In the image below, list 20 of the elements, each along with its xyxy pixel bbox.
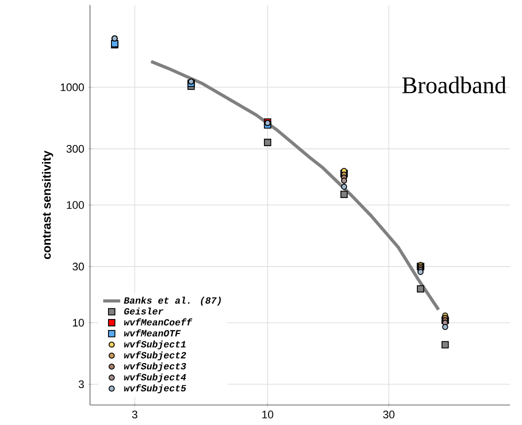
legend-label: Geisler (124, 308, 164, 315)
y-tick-label: 300 (66, 144, 84, 153)
y-tick-label: 1000 (60, 83, 84, 92)
x-tick-label: 30 (383, 410, 394, 418)
legend-label: wvfMeanCoeff (124, 318, 192, 326)
legend-label: Banks et al. (87) (124, 296, 221, 306)
x-tick-label: 3 (132, 410, 138, 418)
y-tick-label: 3 (78, 380, 84, 388)
legend-label: wvfMeanOTF (124, 329, 181, 337)
legend-label: wvfSubject3 (124, 362, 186, 372)
legend-label: wvfSubject5 (124, 384, 186, 394)
y-tick-label: 30 (72, 262, 84, 270)
legend-label: wvfSubject4 (124, 373, 186, 382)
annotation: Broadband (402, 76, 506, 94)
y-tick-label: 100 (66, 201, 84, 209)
legend-label: wvfSubject1 (124, 340, 186, 350)
legend-label: wvfSubject2 (124, 351, 186, 360)
x-tick-label: 10 (262, 410, 274, 418)
y-axis-title: contrast sensitivity (42, 150, 54, 260)
y-tick-label: 10 (72, 318, 84, 327)
